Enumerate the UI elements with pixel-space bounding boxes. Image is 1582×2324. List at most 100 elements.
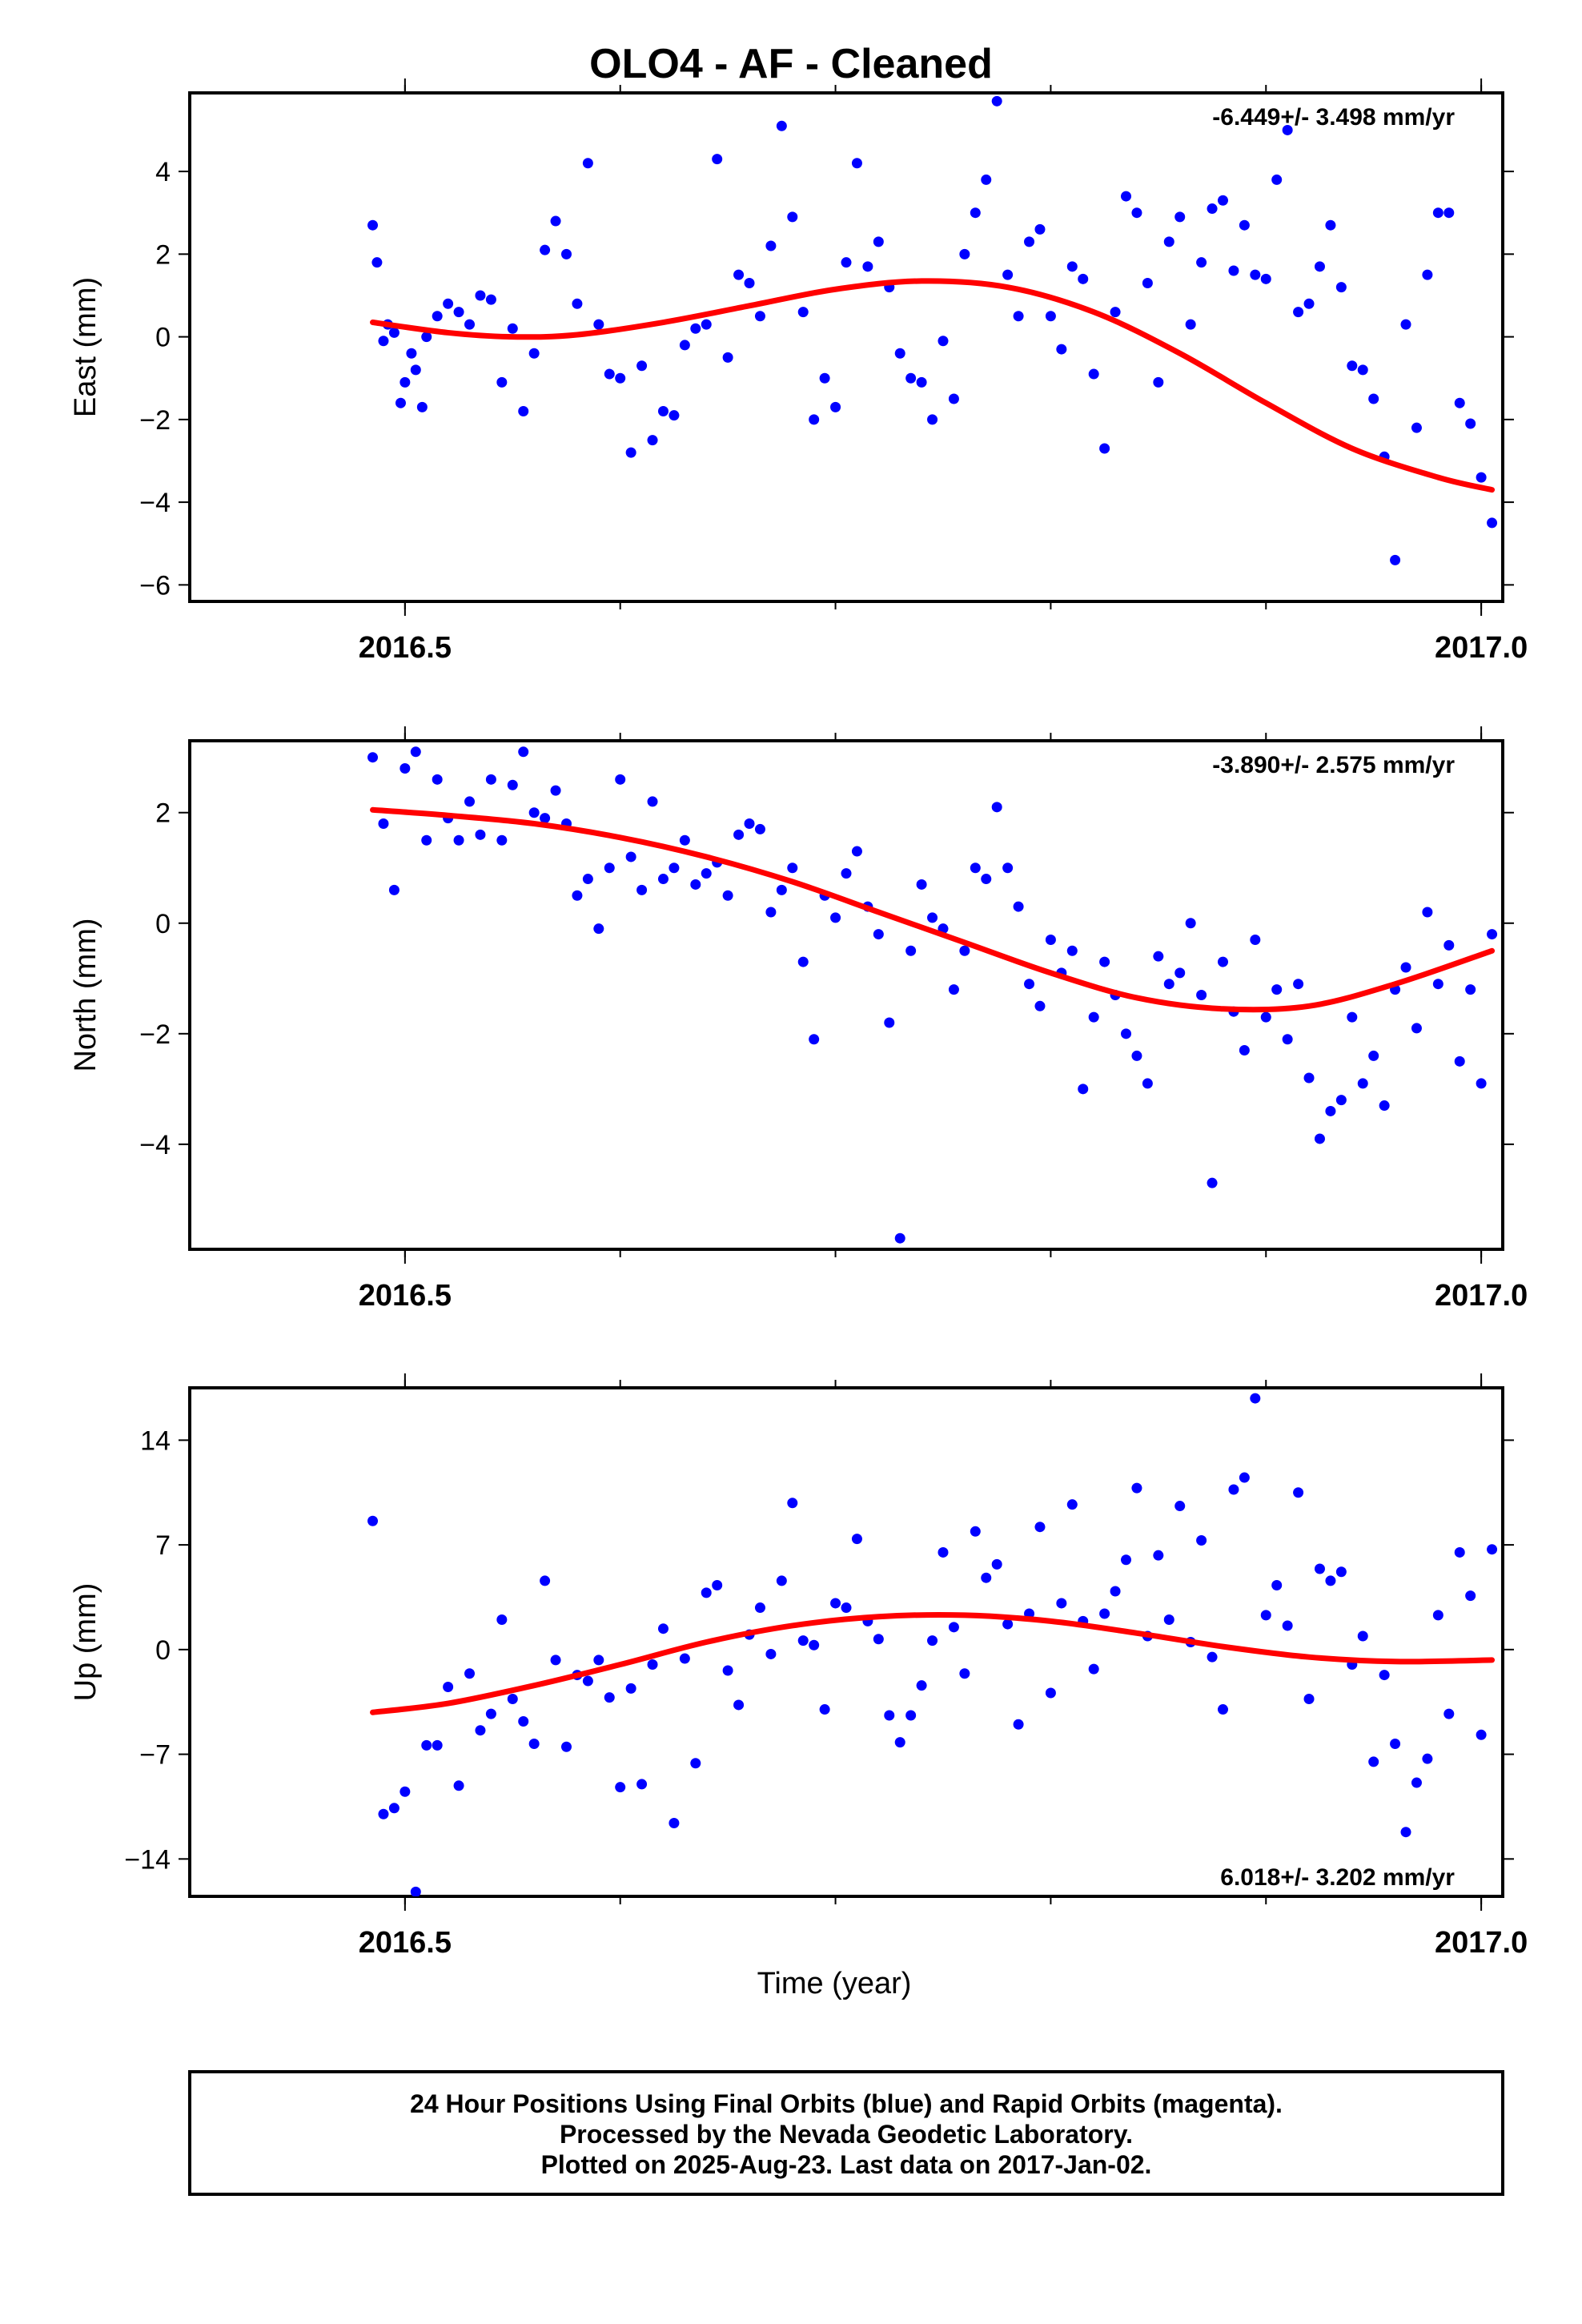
up-data-point xyxy=(1303,1693,1315,1704)
east-x-tick-label: 2016.5 xyxy=(359,631,452,665)
east-data-point xyxy=(528,348,540,359)
north-data-point xyxy=(1422,907,1433,918)
north-data-point xyxy=(679,834,690,846)
east-data-point xyxy=(819,372,830,384)
east-data-point xyxy=(1400,319,1411,330)
east-data-point xyxy=(1174,211,1186,223)
east-data-point xyxy=(1056,344,1067,355)
east-data-point xyxy=(787,211,798,223)
up-data-point xyxy=(1335,1566,1347,1578)
east-data-point xyxy=(572,298,583,309)
east-y-axis-label: East (mm) xyxy=(69,277,102,417)
up-data-point xyxy=(1228,1484,1239,1495)
east-data-point xyxy=(367,219,379,231)
east-data-point xyxy=(938,336,949,347)
east-data-point xyxy=(1131,207,1142,219)
up-data-point xyxy=(1045,1687,1056,1699)
east-plot-frame xyxy=(188,91,1504,603)
east-data-point xyxy=(690,323,701,334)
up-data-point xyxy=(754,1602,765,1614)
east-data-point xyxy=(507,323,518,334)
up-data-point xyxy=(378,1808,389,1819)
east-data-point xyxy=(1142,277,1153,288)
east-data-point xyxy=(1239,219,1250,231)
east-data-point xyxy=(776,120,787,131)
up-data-point xyxy=(797,1635,809,1647)
up-data-point xyxy=(1293,1487,1304,1498)
north-data-point xyxy=(507,779,518,790)
north-data-point xyxy=(1196,990,1207,1000)
up-data-point xyxy=(550,1655,561,1666)
up-data-point xyxy=(540,1575,551,1586)
footer-frame xyxy=(188,2070,1504,2196)
east-data-point xyxy=(851,158,862,169)
north-data-point xyxy=(1131,1050,1142,1061)
east-data-point xyxy=(905,372,917,384)
east-y-tick-label: −6 xyxy=(139,570,171,601)
north-data-point xyxy=(1432,979,1443,990)
up-data-point xyxy=(636,1779,648,1790)
east-panel: 2016.5 2017.0 −6 −4 −2 0 2 4 East (mm) -6.449+/- … xyxy=(69,78,1528,665)
up-data-point xyxy=(1422,1753,1433,1764)
east-data-point xyxy=(1217,195,1228,206)
north-data-point xyxy=(1335,1095,1347,1106)
east-data-point xyxy=(1153,376,1164,388)
up-data-point xyxy=(615,1782,626,1793)
north-data-point xyxy=(894,1232,905,1244)
up-data-point xyxy=(959,1668,970,1679)
east-data-point xyxy=(1282,124,1293,135)
up-data-point xyxy=(1066,1499,1078,1510)
up-data-point xyxy=(1250,1393,1261,1404)
north-data-point xyxy=(1250,934,1261,945)
north-data-point xyxy=(400,763,411,774)
north-data-point xyxy=(464,796,476,807)
north-data-point xyxy=(1368,1050,1379,1061)
east-data-point xyxy=(1335,282,1347,293)
north-points xyxy=(367,746,1498,1244)
north-data-point xyxy=(873,929,884,940)
east-data-point xyxy=(1390,554,1401,565)
north-data-point xyxy=(1078,1084,1089,1095)
up-data-point xyxy=(443,1682,454,1693)
east-data-point xyxy=(1368,393,1379,404)
north-data-point xyxy=(1142,1078,1153,1089)
north-data-point xyxy=(733,829,745,840)
up-data-point xyxy=(1325,1575,1336,1586)
up-data-point xyxy=(733,1699,745,1711)
north-data-point xyxy=(1163,979,1174,990)
up-data-point xyxy=(1271,1580,1283,1591)
up-data-point xyxy=(948,1622,959,1633)
up-data-point xyxy=(432,1739,443,1751)
up-data-point xyxy=(1163,1614,1174,1625)
north-data-point xyxy=(1357,1078,1368,1089)
east-data-point xyxy=(485,294,496,305)
up-data-point xyxy=(410,1886,421,1896)
up-data-point xyxy=(1390,1739,1401,1749)
up-data-point xyxy=(657,1623,669,1634)
north-data-point xyxy=(1239,1045,1250,1056)
up-data-point xyxy=(765,1648,777,1659)
east-data-point xyxy=(970,207,981,219)
north-data-point xyxy=(485,774,496,785)
up-data-point xyxy=(927,1635,938,1647)
up-data-point xyxy=(1110,1586,1121,1597)
north-data-point xyxy=(636,884,648,895)
north-data-point xyxy=(1024,979,1035,990)
north-data-point xyxy=(1379,1100,1390,1112)
east-data-point xyxy=(432,311,443,322)
east-data-point xyxy=(550,215,561,227)
north-panel: 2016.5 2017.0 −4 −2 0 2 North (mm) -3.890+/- 2.… xyxy=(69,726,1528,1313)
east-y-tick-label: −4 xyxy=(139,488,171,518)
north-data-point xyxy=(1454,1055,1465,1067)
up-data-point xyxy=(1476,1729,1487,1740)
up-data-point xyxy=(894,1737,905,1748)
north-data-point xyxy=(991,802,1002,813)
east-data-point xyxy=(991,95,1002,107)
up-data-point xyxy=(1121,1554,1132,1566)
up-data-point xyxy=(981,1572,992,1583)
footer-line-1: 24 Hour Positions Using Final Orbits (bl… xyxy=(410,2089,1283,2118)
east-data-point xyxy=(1163,236,1174,247)
east-data-point xyxy=(1045,311,1056,322)
up-data-point xyxy=(1443,1708,1455,1719)
